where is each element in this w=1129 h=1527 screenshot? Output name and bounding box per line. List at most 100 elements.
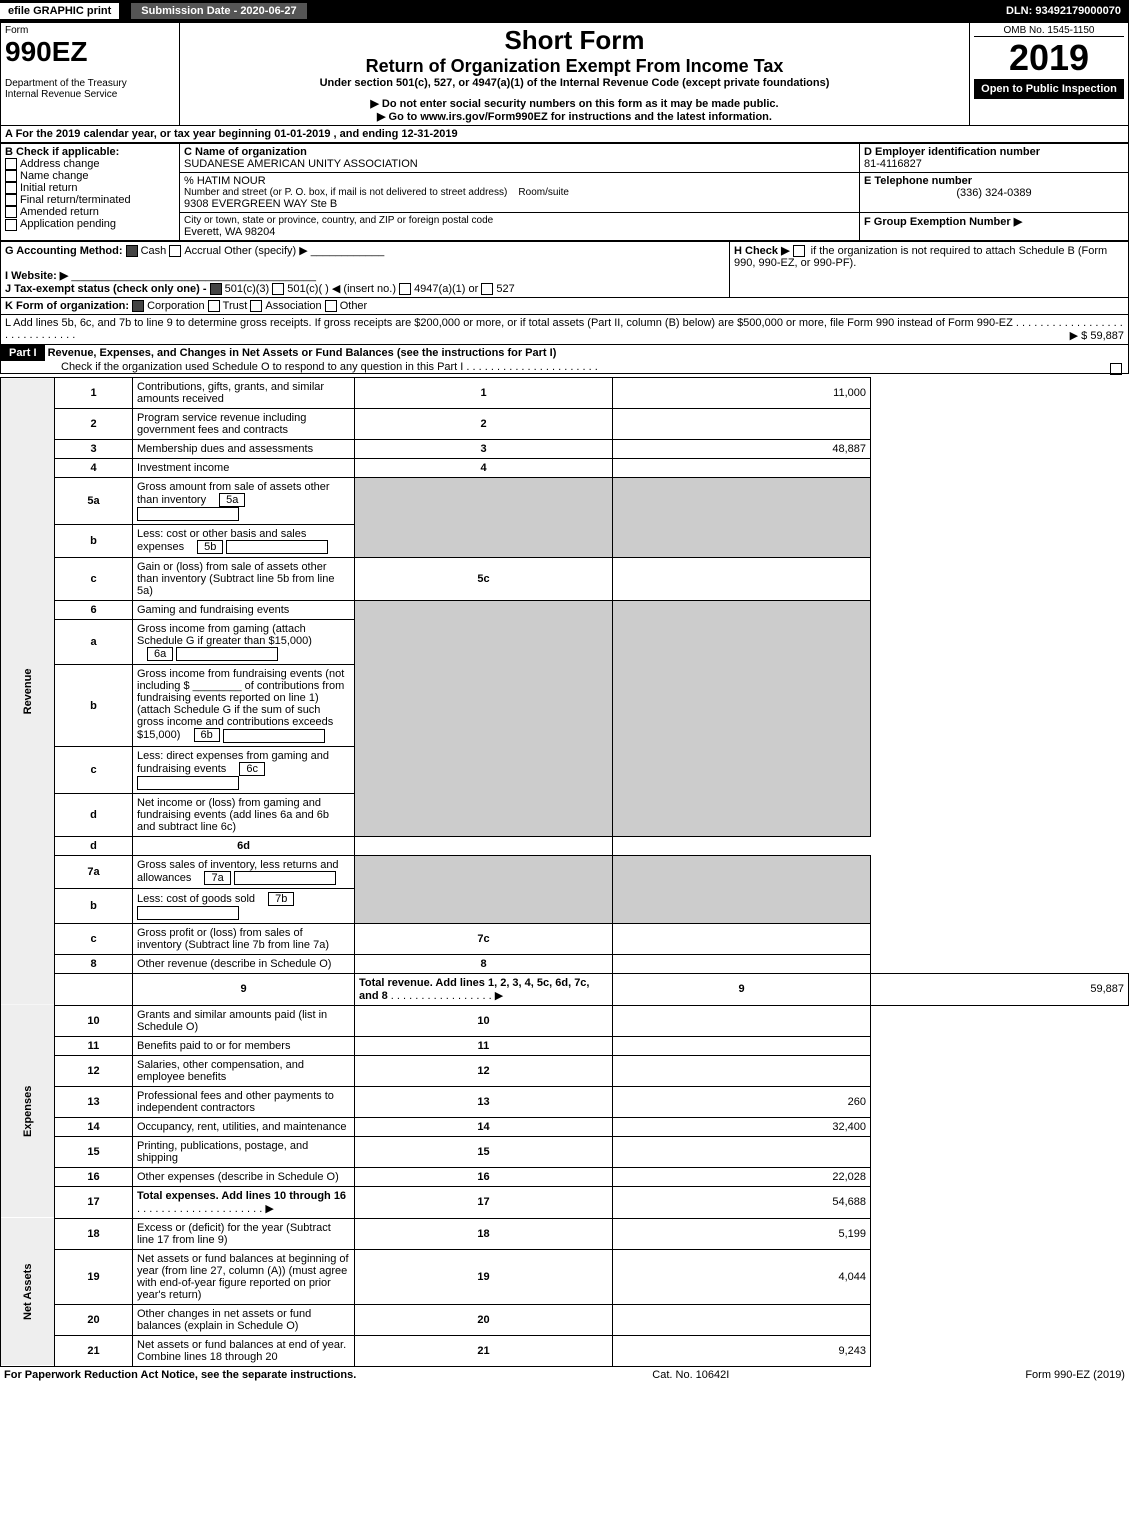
form-990ez-page: efile GRAPHIC print Submission Date - 20… — [0, 0, 1129, 1383]
short-form-title: Short Form — [184, 25, 965, 56]
line-19-text: Net assets or fund balances at beginning… — [133, 1249, 355, 1304]
l-text: L Add lines 5b, 6c, and 7b to line 9 to … — [5, 317, 1013, 329]
c-name-label: C Name of organization — [184, 146, 855, 158]
line-16-val: 22,028 — [613, 1167, 871, 1186]
line-14-val: 32,400 — [613, 1117, 871, 1136]
line-7b-text: Less: cost of goods sold — [137, 893, 255, 905]
line-15-text: Printing, publications, postage, and shi… — [133, 1136, 355, 1167]
chk-501c[interactable] — [272, 283, 284, 295]
line-21-val: 9,243 — [613, 1335, 871, 1366]
form-number: 990EZ — [5, 36, 175, 68]
line-15-val — [613, 1136, 871, 1167]
line-17-text: Total expenses. Add lines 10 through 16 — [137, 1190, 346, 1202]
k-label: K Form of organization: — [5, 300, 129, 312]
h-text: if the organization is not required to a… — [734, 245, 1107, 269]
chk-initial[interactable]: Initial return — [5, 182, 175, 194]
part1-lines: Revenue 1 Contributions, gifts, grants, … — [0, 377, 1129, 1366]
line-17-val: 54,688 — [613, 1186, 871, 1218]
line-2-text: Program service revenue including govern… — [133, 409, 355, 440]
val-6b — [223, 729, 325, 743]
chk-amended[interactable]: Amended return — [5, 206, 175, 218]
chk-pending[interactable]: Application pending — [5, 218, 175, 230]
box-6a: 6a — [147, 647, 173, 661]
line-20-text: Other changes in net assets or fund bala… — [133, 1304, 355, 1335]
chk-other[interactable] — [325, 300, 337, 312]
cat-no: Cat. No. 10642I — [652, 1369, 729, 1381]
phone-value: (336) 324-0389 — [864, 187, 1124, 199]
dln-label: DLN: 93492179000070 — [1006, 5, 1129, 17]
entity-table: B Check if applicable: Address change Na… — [0, 143, 1129, 241]
submission-date: Submission Date - 2020-06-27 — [131, 3, 306, 19]
chk-527[interactable] — [481, 283, 493, 295]
line-5c-text: Gain or (loss) from sale of assets other… — [133, 558, 355, 601]
chk-accrual[interactable] — [169, 245, 181, 257]
f-group-label: F Group Exemption Number ▶ — [864, 215, 1124, 228]
line-1-text: Contributions, gifts, grants, and simila… — [133, 378, 355, 409]
line-19-val: 4,044 — [613, 1249, 871, 1304]
val-5b — [226, 540, 328, 554]
footer: For Paperwork Reduction Act Notice, see … — [0, 1367, 1129, 1383]
d-ein-label: D Employer identification number — [864, 146, 1124, 158]
line-9-val: 59,887 — [871, 973, 1129, 1005]
irs-label: Internal Revenue Service — [5, 89, 175, 100]
val-7b — [137, 906, 239, 920]
part1-header-row: Part I Revenue, Expenses, and Changes in… — [0, 345, 1129, 374]
revenue-side-label: Revenue — [1, 378, 55, 1005]
omb-number: OMB No. 1545-1150 — [974, 25, 1124, 37]
street-label: Number and street (or P. O. box, if mail… — [184, 187, 507, 198]
tax-year-line: A For the 2019 calendar year, or tax yea… — [0, 126, 1129, 143]
header-table: Form 990EZ Department of the Treasury In… — [0, 22, 1129, 126]
chk-final[interactable]: Final return/terminated — [5, 194, 175, 206]
chk-corp[interactable] — [132, 300, 144, 312]
box-5a: 5a — [219, 493, 245, 507]
ghijkl-table: G Accounting Method: Cash Accrual Other … — [0, 241, 1129, 345]
line-1-num: 1 — [55, 378, 133, 409]
chk-501c3[interactable] — [210, 283, 222, 295]
j-tax-exempt-label: J Tax-exempt status (check only one) - — [5, 283, 207, 295]
pra-notice: For Paperwork Reduction Act Notice, see … — [4, 1369, 356, 1381]
box-7a: 7a — [204, 871, 230, 885]
line-16-text: Other expenses (describe in Schedule O) — [133, 1167, 355, 1186]
val-6c — [137, 776, 239, 790]
chk-cash[interactable] — [126, 245, 138, 257]
chk-address[interactable]: Address change — [5, 158, 175, 170]
line-12-text: Salaries, other compensation, and employ… — [133, 1055, 355, 1086]
chk-h[interactable] — [793, 245, 805, 257]
chk-trust[interactable] — [208, 300, 220, 312]
line-4-val — [613, 459, 871, 478]
line-12-val — [613, 1055, 871, 1086]
g-label: G Accounting Method: — [5, 245, 123, 257]
chk-name[interactable]: Name change — [5, 170, 175, 182]
line-2-val — [613, 409, 871, 440]
val-7a — [234, 871, 336, 885]
box-7b: 7b — [268, 892, 294, 906]
val-6a — [176, 647, 278, 661]
line-11-val — [613, 1036, 871, 1055]
line-6d-text: Net income or (loss) from gaming and fun… — [133, 793, 355, 836]
form-label: Form — [5, 25, 175, 36]
val-5a — [137, 507, 239, 521]
city-label: City or town, state or province, country… — [184, 215, 855, 226]
city-value: Everett, WA 98204 — [184, 226, 855, 238]
chk-schedule-o[interactable] — [1110, 363, 1122, 375]
line-10-text: Grants and similar amounts paid (list in… — [133, 1005, 355, 1036]
line-6a-text: Gross income from gaming (attach Schedul… — [137, 623, 312, 647]
line-10-val — [613, 1005, 871, 1036]
expenses-side-label: Expenses — [1, 1005, 55, 1218]
chk-assoc[interactable] — [250, 300, 262, 312]
part1-label: Part I — [1, 345, 45, 361]
line-8-text: Other revenue (describe in Schedule O) — [133, 954, 355, 973]
form-no-footer: Form 990-EZ (2019) — [1025, 1369, 1125, 1381]
line-6-text: Gaming and fundraising events — [133, 601, 355, 620]
line-6c-text: Less: direct expenses from gaming and fu… — [137, 750, 329, 775]
chk-4947[interactable] — [399, 283, 411, 295]
line-11-text: Benefits paid to or for members — [133, 1036, 355, 1055]
box-6c: 6c — [239, 762, 265, 776]
line-7c-text: Gross profit or (loss) from sales of inv… — [133, 923, 355, 954]
l-amount: ▶ $ 59,887 — [1070, 329, 1124, 342]
open-public: Open to Public Inspection — [974, 79, 1124, 99]
line-9-text: Total revenue. Add lines 1, 2, 3, 4, 5c,… — [359, 977, 589, 1002]
ein-value: 81-4116827 — [864, 158, 1124, 170]
line-18-val: 5,199 — [613, 1218, 871, 1249]
box-6b: 6b — [194, 728, 220, 742]
